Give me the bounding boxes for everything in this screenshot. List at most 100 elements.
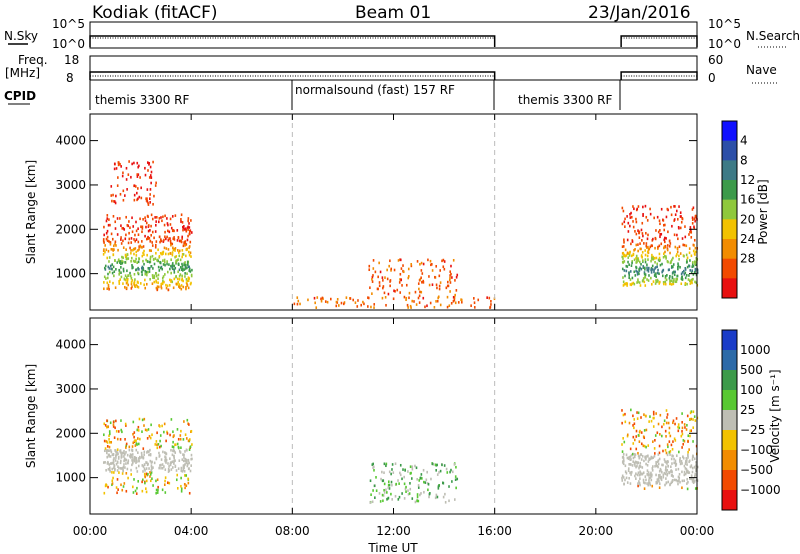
echo-cell: [637, 411, 640, 415]
echo-cell: [403, 497, 406, 500]
echo-cell: [352, 298, 355, 302]
echo-cell: [420, 290, 423, 294]
echo-cell: [120, 262, 122, 266]
echo-cell: [650, 282, 653, 286]
echo-cell: [431, 283, 434, 287]
echo-cell: [683, 479, 685, 483]
echo-cell: [125, 178, 128, 181]
echo-cell: [692, 477, 695, 480]
echo-cell: [143, 463, 146, 467]
echo-cell: [437, 295, 440, 299]
echo-cell: [644, 204, 647, 208]
y-tick-label: 1000: [55, 267, 86, 281]
echo-cell: [650, 266, 653, 270]
echo-cell: [158, 255, 161, 258]
echo-cell: [152, 258, 155, 261]
echo-cell: [656, 271, 659, 275]
echo-cell: [345, 296, 348, 299]
echo-cell: [680, 282, 683, 286]
echo-cell: [189, 445, 192, 449]
echo-cell: [665, 451, 668, 455]
echo-cell: [449, 470, 451, 474]
echo-cell: [681, 486, 683, 490]
echo-cell: [631, 260, 634, 263]
echo-cell: [448, 485, 450, 488]
echo-cell: [127, 476, 129, 480]
echo-cell: [666, 247, 669, 250]
echo-cell: [187, 225, 189, 229]
echo-cell: [170, 226, 173, 230]
echo-cell: [188, 245, 191, 248]
echo-cell: [105, 219, 108, 223]
echo-cell: [389, 259, 391, 263]
echo-cell: [684, 225, 686, 228]
echo-cell: [131, 265, 134, 269]
echo-cell: [131, 216, 133, 220]
echo-cell: [134, 185, 137, 188]
echo-cell: [377, 287, 379, 291]
echo-cell: [684, 462, 687, 465]
echo-cell: [635, 435, 638, 438]
echo-cell: [105, 248, 108, 252]
colorbar-tick-label: 4: [740, 134, 748, 148]
echo-cell: [110, 462, 112, 465]
echo-cell: [665, 278, 668, 282]
echo-cell: [338, 304, 340, 307]
echo-cell: [649, 473, 651, 477]
echo-cell: [133, 272, 136, 276]
echo-cell: [678, 426, 681, 430]
echo-cell: [103, 241, 105, 244]
echo-cell: [184, 457, 187, 461]
echo-cell: [122, 256, 124, 259]
echo-cell: [659, 235, 661, 239]
echo-cell: [159, 261, 162, 265]
echo-cell: [117, 452, 119, 456]
echo-cell: [137, 271, 139, 275]
echo-cell: [435, 300, 437, 303]
echo-cell: [110, 248, 113, 251]
echo-cell: [164, 273, 166, 276]
echo-cell: [178, 450, 181, 453]
echo-cell: [386, 497, 388, 501]
echo-cell: [107, 286, 110, 289]
echo-cell: [381, 479, 384, 483]
echo-cell: [167, 462, 169, 465]
echo-cell: [666, 443, 669, 446]
echo-cell: [185, 287, 187, 291]
echo-cell: [692, 249, 695, 253]
echo-cell: [103, 439, 106, 443]
echo-cell: [372, 462, 375, 466]
echo-cell: [662, 463, 664, 467]
echo-cell: [690, 474, 693, 477]
echo-cell: [645, 215, 648, 219]
echo-cell: [180, 489, 183, 493]
echo-cell: [622, 261, 625, 264]
echo-cell: [157, 259, 159, 263]
echo-cell: [694, 269, 697, 273]
nsearch-tick-bottom: 10^0: [708, 37, 741, 51]
echo-cell: [145, 199, 148, 202]
echo-cell: [643, 272, 646, 276]
echo-cell: [649, 483, 652, 487]
echo-cell: [658, 252, 661, 256]
echo-cell: [143, 424, 145, 427]
echo-cell: [176, 428, 179, 431]
echo-cell: [177, 445, 180, 449]
echo-cell: [687, 480, 689, 484]
echo-cell: [120, 238, 122, 241]
echo-cell: [654, 246, 656, 250]
echo-cell: [130, 287, 133, 290]
echo-cell: [671, 462, 673, 465]
echo-cell: [143, 283, 145, 287]
echo-cell: [661, 463, 663, 467]
x-tick-label: 16:00: [477, 524, 512, 538]
echo-cell: [182, 464, 185, 468]
echo-cell: [166, 235, 168, 239]
echo-cell: [642, 234, 644, 238]
echo-cell: [119, 261, 121, 264]
echo-cell: [173, 462, 175, 465]
echo-cell: [115, 453, 118, 457]
echo-cell: [390, 480, 393, 484]
echo-cell: [402, 264, 404, 267]
echo-cell: [123, 455, 125, 458]
